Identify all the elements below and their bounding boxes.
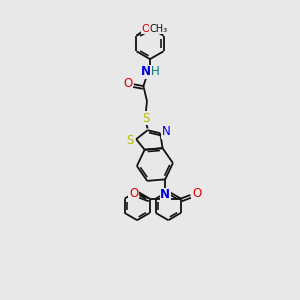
Text: O: O [123,77,132,90]
Text: N: N [141,65,151,78]
Text: N: N [162,125,171,138]
Text: H: H [151,65,160,78]
Text: S: S [142,112,149,125]
Text: O: O [129,187,138,200]
Text: S: S [126,134,134,147]
Text: CH₃: CH₃ [149,23,167,34]
Text: O: O [192,187,201,200]
Text: O: O [142,23,151,34]
Text: N: N [160,188,170,202]
